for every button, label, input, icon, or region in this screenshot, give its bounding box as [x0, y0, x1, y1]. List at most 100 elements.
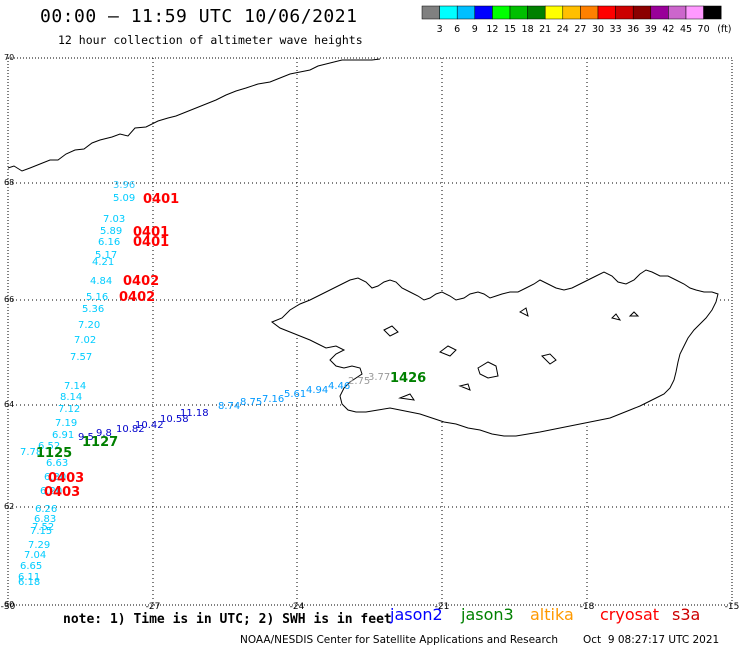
swh-label: 7.03 [103, 214, 125, 225]
colorbar-unit: (ft) [717, 24, 731, 35]
x-tick-label: -21 [435, 602, 450, 612]
swh-label: 7.04 [24, 550, 46, 561]
colorbar-label: 36 [627, 24, 639, 35]
y-tick-label: 68 [4, 178, 14, 187]
swh-label: 4.84 [90, 276, 112, 287]
time-label: 0401 [133, 225, 169, 240]
colorbar-label: 30 [592, 24, 604, 35]
swh-label: 8.74 [218, 401, 240, 412]
footer-note: note: 1) Time is in UTC; 2) SWH is in fe… [63, 612, 392, 627]
time-label: 0402 [119, 290, 155, 305]
swh-label: 10.82 [116, 424, 145, 435]
time-label: 0403 [44, 485, 80, 500]
iceland-fjords [383, 307, 640, 401]
swh-label: 4.21 [92, 257, 114, 268]
colorbar-label: 21 [539, 24, 551, 35]
swh-label: 5.17 [95, 250, 117, 261]
y-tick-label: 66 [4, 295, 14, 304]
y-tick-label: 62 [4, 502, 14, 511]
swh-label: 7.78 [20, 447, 42, 458]
swh-label: 5.89 [100, 226, 122, 237]
swh-label: 6.63 [46, 458, 68, 469]
x-tick-label: -24 [290, 602, 305, 612]
colorbar-label: 27 [574, 24, 586, 35]
swh-label: 2.75 [348, 376, 370, 387]
swh-label: 6.11 [18, 572, 40, 583]
map-subtitle: 12 hour collection of altimeter wave hei… [58, 33, 363, 47]
swh-label: 4.94 [306, 385, 328, 396]
swh-label: 6.83 [34, 514, 56, 525]
swh-label: 6.20 [40, 486, 62, 497]
colorbar-swatch [703, 5, 722, 20]
swh-label: 10.58 [160, 414, 189, 425]
generation-timestamp: Oct 9 08:27:17 UTC 2021 [583, 634, 720, 646]
swh-label: 7.02 [74, 335, 96, 346]
swh-value-labels: 3.96 5.09 7.035.896.16 5.174.21 4.84 5.165.36… [18, 180, 390, 588]
colorbar-label: 42 [662, 24, 674, 35]
swh-label: 6.26 [35, 504, 57, 515]
colorbar-label: 39 [645, 24, 657, 35]
colorbar-label: 18 [522, 24, 534, 35]
colorbar-label: 12 [486, 24, 498, 35]
swh-label: 3.96 [113, 180, 135, 191]
colorbar-label: 6 [454, 24, 460, 35]
colorbar-label: 9 [472, 24, 478, 35]
legend-jason3: jason3 [461, 605, 514, 624]
time-label: 1127 [82, 435, 118, 450]
swh-label: 6.30 [44, 472, 66, 483]
x-tick-label: -30 [1, 602, 16, 612]
swh-label: 6.16 [98, 237, 120, 248]
time-label: 0402 [123, 274, 159, 289]
colorbar-label: 33 [610, 24, 622, 35]
x-tick-label: -15 [725, 602, 740, 612]
x-tick-label: -27 [146, 602, 161, 612]
swh-label: 9.5 [78, 432, 94, 443]
swh-label: 8.14 [60, 392, 82, 403]
legend-jason2: jason2 [390, 605, 443, 624]
time-label: 0403 [48, 471, 84, 486]
swh-label: 7.52 [32, 522, 54, 533]
lat-lon-grid [8, 58, 732, 605]
time-label: 0401 [143, 192, 179, 207]
colorbar-label: 15 [504, 24, 516, 35]
swh-label: 5.09 [113, 193, 135, 204]
axis-tick-labels: -30 -27 -24 -21 -18 -15 70 68 66 64 62 60 [1, 53, 740, 612]
swh-label: 8.75 [240, 397, 262, 408]
swh-label: 6.65 [20, 561, 42, 572]
colorbar-label: 3 [437, 24, 443, 35]
swh-label: 7.16 [262, 394, 284, 405]
legend-altika: altika [530, 605, 574, 624]
colorbar-label: 70 [698, 24, 710, 35]
iceland-coastline [270, 269, 719, 437]
swh-label: 7.12 [58, 404, 80, 415]
swh-label: 9.8 [96, 428, 112, 439]
swh-label: 7.20 [78, 320, 100, 331]
x-tick-label: -18 [580, 602, 595, 612]
swh-label: 6.91 [52, 430, 74, 441]
swh-label: 7.15 [30, 526, 52, 537]
swh-label: 5.16 [86, 292, 108, 303]
colorbar-label: 24 [557, 24, 569, 35]
swh-label: 7.29 [28, 540, 50, 551]
swh-label: 7.57 [70, 352, 92, 363]
map-title: 00:00 – 11:59 UTC 10/06/2021 [40, 6, 358, 27]
colorbar-label: 45 [680, 24, 692, 35]
y-tick-label: 70 [4, 53, 14, 62]
wave-height-colorbar: 3 6 9 12 15 18 21 24 27 30 33 36 39 42 45 70 (ft) [421, 5, 732, 35]
legend-cryosat: cryosat [600, 605, 660, 624]
time-label: 0401 [133, 235, 169, 250]
swh-label: 11.18 [180, 408, 209, 419]
swh-label: 10.42 [135, 420, 164, 431]
swh-label: 5.36 [82, 304, 104, 315]
swh-label: 7.19 [55, 418, 77, 429]
credit-line: NOAA/NESDIS Center for Satellite Applica… [240, 634, 558, 646]
swh-label: 6.52 [38, 441, 60, 452]
legend-s3a: s3a [672, 605, 701, 624]
greenland-coastline [7, 58, 381, 172]
time-label: 1426 [390, 371, 426, 386]
swh-label: 5.61 [284, 389, 306, 400]
swh-label: 6.18 [18, 577, 40, 588]
y-tick-label: 64 [4, 400, 14, 409]
